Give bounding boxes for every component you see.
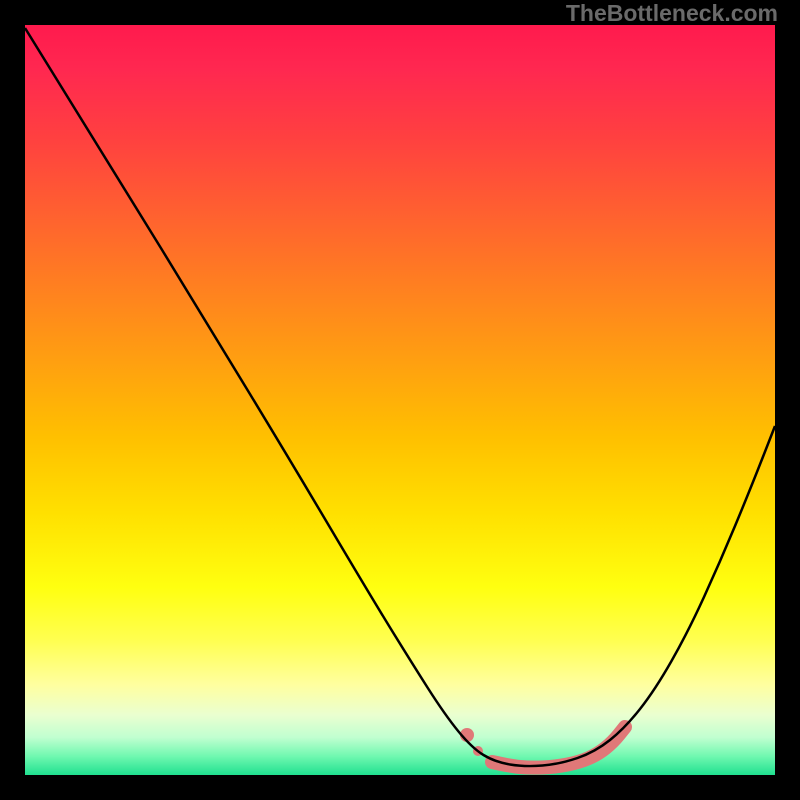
watermark-text: TheBottleneck.com: [566, 0, 778, 27]
gradient-background: [25, 25, 775, 775]
bottleneck-chart: [0, 0, 800, 800]
